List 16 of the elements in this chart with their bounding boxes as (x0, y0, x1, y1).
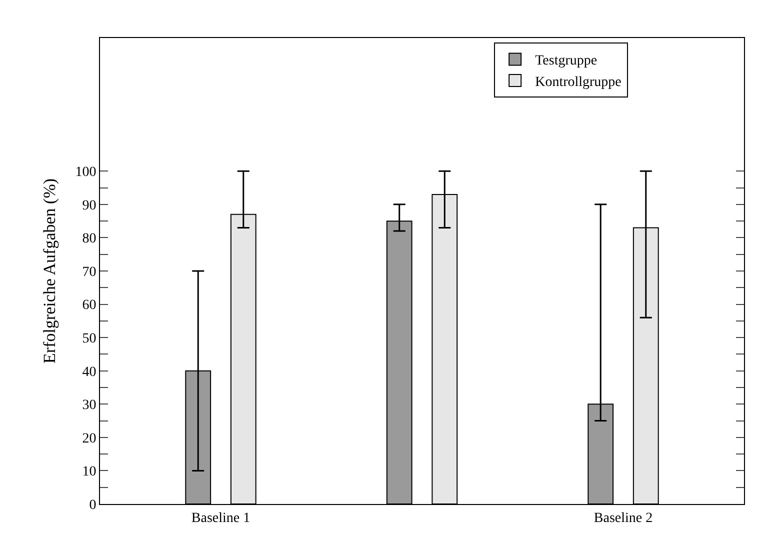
y-tick-label: 10 (82, 464, 96, 480)
y-tick-label: 90 (82, 198, 96, 214)
y-tick-label: 30 (82, 398, 96, 414)
y-tick-label: 70 (82, 264, 96, 280)
x-tick-label: Baseline 2 (594, 510, 653, 526)
y-tick-label: 100 (75, 165, 96, 180)
legend-label: Kontrollgruppe (535, 74, 622, 90)
y-tick-label: 40 (82, 364, 96, 380)
y-tick-label: 50 (82, 331, 96, 346)
y-tick-label: 80 (82, 232, 96, 247)
x-tick-label: Baseline 1 (191, 510, 250, 526)
y-tick-label: 0 (89, 498, 96, 513)
y-tick-label: 20 (82, 431, 96, 446)
y-tick-label: 60 (82, 298, 96, 314)
legend-label: Testgruppe (535, 54, 598, 69)
y-axis-title: Erfolgreiche Aufgaben (%) (40, 178, 59, 364)
